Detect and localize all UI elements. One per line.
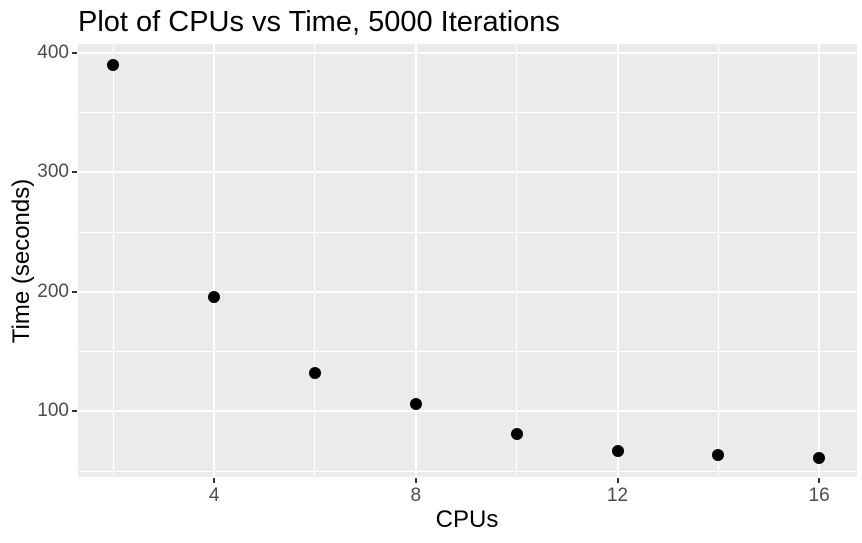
- y-axis-tick: [72, 171, 77, 174]
- plot-panel: [78, 44, 857, 477]
- y-minor-gridline: [78, 231, 857, 233]
- x-minor-gridline: [314, 44, 316, 477]
- x-major-gridline: [818, 44, 821, 477]
- plot-title: Plot of CPUs vs Time, 5000 Iterations: [78, 6, 560, 38]
- data-point: [712, 449, 725, 462]
- y-major-gridline: [78, 410, 857, 413]
- y-axis-tick-label: 200: [37, 280, 69, 302]
- x-minor-gridline: [516, 44, 518, 477]
- x-axis-tick-label: 4: [208, 485, 220, 506]
- data-point: [208, 290, 221, 303]
- data-point: [813, 451, 826, 464]
- x-axis-tick-label: 8: [410, 485, 422, 506]
- y-minor-gridline: [78, 351, 857, 353]
- x-major-gridline: [414, 44, 417, 477]
- x-major-gridline: [213, 44, 216, 477]
- x-axis-tick: [616, 478, 619, 483]
- data-point: [107, 58, 120, 71]
- y-minor-gridline: [78, 112, 857, 114]
- data-point: [510, 427, 523, 440]
- y-axis-title: Time (seconds): [8, 178, 35, 344]
- x-axis-tick-label: 16: [808, 485, 830, 506]
- y-axis-tick: [72, 290, 77, 293]
- y-axis-tick: [72, 51, 77, 54]
- data-point: [308, 367, 321, 380]
- x-axis-title: CPUs: [435, 506, 499, 533]
- data-point: [611, 444, 624, 457]
- x-axis-tick: [213, 478, 216, 483]
- x-minor-gridline: [112, 44, 114, 477]
- y-axis-tick-label: 100: [37, 400, 69, 422]
- y-minor-gridline: [78, 470, 857, 472]
- y-major-gridline: [78, 290, 857, 293]
- x-major-gridline: [616, 44, 619, 477]
- x-axis-tick: [414, 478, 417, 483]
- x-minor-gridline: [717, 44, 719, 477]
- data-point: [409, 398, 422, 411]
- x-axis-tick-label: 12: [606, 485, 629, 506]
- y-major-gridline: [78, 171, 857, 174]
- x-axis-tick: [818, 478, 821, 483]
- y-axis-tick-label: 300: [37, 161, 69, 183]
- y-major-gridline: [78, 51, 857, 54]
- y-axis-tick: [72, 410, 77, 413]
- y-axis-tick-label: 400: [37, 41, 69, 63]
